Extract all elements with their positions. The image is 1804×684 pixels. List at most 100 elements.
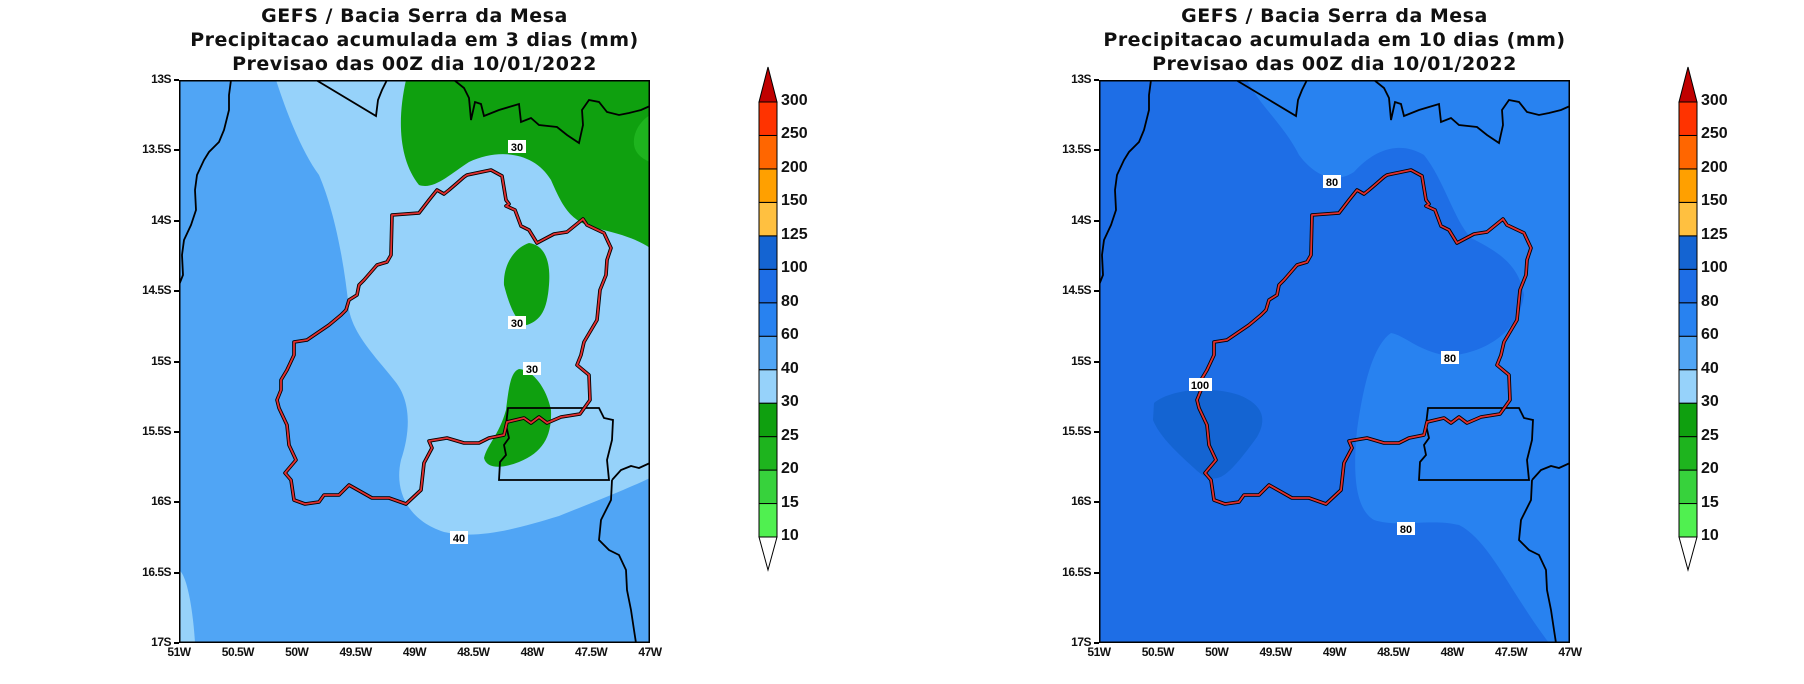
colorbar-level-label: 150	[1701, 192, 1728, 210]
colorbar-level-label: 25	[781, 426, 799, 444]
colorbar-level-label: 20	[781, 460, 799, 478]
colorbar-over-triangle	[758, 66, 778, 103]
colorbar-segment	[1678, 335, 1698, 371]
lon-tick-label: 48W	[1440, 645, 1465, 659]
colorbar-segment	[1678, 369, 1698, 404]
contour-labels: 80 80 80 100	[1189, 175, 1459, 536]
lat-tick-label: 13.5S	[1062, 142, 1091, 157]
lat-tick-label: 16.5S	[1062, 564, 1091, 579]
colorbar-segment	[1678, 268, 1698, 304]
colorbar-segment	[758, 503, 778, 538]
precip-map-3-days: 30 30 30 40	[179, 80, 650, 643]
colorbar-level-label: 125	[781, 225, 808, 243]
colorbar-level-label: 250	[781, 125, 808, 143]
map-title: GEFS / Bacia Serra da Mesa Precipitacao …	[920, 4, 1749, 76]
colorbar-segment	[758, 469, 778, 505]
lat-tick-label: 14.5S	[142, 283, 171, 298]
lon-tick-label: 51W	[167, 645, 191, 659]
colorbar-level-label: 20	[1701, 460, 1719, 478]
lon-tick-label: 47.5W	[1495, 645, 1528, 659]
colorbar-segment	[1678, 503, 1698, 538]
field-20-25	[633, 115, 650, 162]
colorbar-level-label: 150	[781, 192, 808, 210]
contour-label: 30	[526, 364, 538, 376]
colorbar-segment	[758, 369, 778, 404]
title-line-1: GEFS / Bacia Serra da Mesa	[261, 5, 568, 27]
lat-tick-mark	[1094, 642, 1099, 644]
lat-tick-mark	[174, 149, 179, 152]
lon-tick-label: 47.5W	[575, 645, 608, 659]
colorbar-segment	[758, 335, 778, 371]
title-line-2: Precipitacao acumulada em 3 dias (mm)	[190, 29, 639, 51]
lat-tick-label: 16.5S	[142, 564, 171, 579]
contour-label: 40	[453, 533, 465, 545]
colorbar-level-label: 40	[781, 359, 799, 377]
lat-tick-mark	[1094, 290, 1099, 293]
lat-tick-label: 15S	[1071, 353, 1091, 368]
lon-tick-label: 50.5W	[1141, 645, 1175, 659]
lon-tick-label: 50W	[285, 645, 309, 659]
colorbar-level-label: 125	[1701, 225, 1728, 243]
title-line-2: Precipitacao acumulada em 10 dias (mm)	[1103, 29, 1566, 51]
colorbar-segment	[758, 201, 778, 237]
lon-tick-label: 48.5W	[1377, 645, 1410, 659]
title-line-3: Previsao das 00Z dia 10/01/2022	[232, 53, 597, 75]
lat-tick-mark	[1094, 360, 1099, 363]
lat-tick-label: 15S	[151, 353, 171, 368]
colorbar-segment	[758, 302, 778, 337]
colorbar-segment	[1678, 134, 1698, 170]
colorbar-segment	[1678, 302, 1698, 337]
state-borders	[179, 80, 650, 643]
colorbar-level-label: 15	[1701, 493, 1719, 511]
basin-outline	[275, 168, 613, 506]
lat-tick-mark	[1094, 430, 1099, 433]
contour-label: 80	[1444, 353, 1456, 365]
lat-tick-label: 13S	[1071, 72, 1091, 86]
colorbar-segment	[758, 235, 778, 270]
lon-tick-label: 50W	[1205, 645, 1229, 659]
colorbar-level-label: 60	[781, 326, 799, 344]
field-30-40	[276, 80, 650, 535]
map-frame	[1099, 80, 1570, 643]
lat-tick-mark	[174, 360, 179, 363]
lat-tick-mark	[1094, 79, 1099, 81]
colorbar-level-label: 60	[1701, 326, 1719, 344]
precip-map-10-days: 80 80 80 100	[1099, 80, 1570, 643]
colorbar-segment	[758, 134, 778, 170]
colorbar-level-label: 30	[781, 393, 799, 411]
colorbar-level-label: 15	[781, 493, 799, 511]
lat-tick-mark	[174, 430, 179, 433]
map-panel-10-days: GEFS / Bacia Serra da Mesa Precipitacao …	[920, 0, 1804, 684]
colorbar-segment	[1678, 402, 1698, 438]
contour-labels: 30 30 30 40	[450, 140, 541, 545]
state-border-line	[453, 80, 650, 145]
lat-tick-label: 16S	[151, 494, 171, 509]
state-border-line	[315, 80, 388, 118]
colorbar-level-label: 300	[1701, 92, 1728, 109]
colorbar-over-triangle	[1678, 66, 1698, 103]
lat-tick-mark	[174, 79, 179, 81]
colorbar	[1678, 66, 1698, 572]
colorbar-level-label: 30	[1701, 393, 1719, 411]
map-title: GEFS / Bacia Serra da Mesa Precipitacao …	[0, 4, 829, 76]
lat-tick-label: 16S	[1071, 494, 1091, 509]
colorbar-level-label: 100	[781, 259, 808, 277]
lat-tick-mark	[1094, 501, 1099, 504]
state-borders	[1099, 80, 1570, 643]
field-60-80	[1247, 80, 1570, 643]
contour-label: 80	[1400, 524, 1412, 536]
field-30-40-corner	[179, 570, 195, 643]
lon-tick-label: 49.5W	[339, 645, 373, 659]
contour-label: 30	[511, 318, 523, 330]
lat-tick-label: 14.5S	[1062, 283, 1091, 298]
basin-outline	[1195, 168, 1533, 506]
lon-tick-label: 48W	[520, 645, 545, 659]
lon-tick-label: 51W	[1087, 645, 1111, 659]
colorbar-level-label: 40	[1701, 359, 1719, 377]
lat-tick-label: 17S	[1071, 635, 1091, 649]
colorbar-segment	[1678, 201, 1698, 237]
colorbar-level-label: 10	[781, 527, 799, 544]
lat-tick-label: 15.5S	[1062, 423, 1091, 438]
colorbar-segment	[1678, 168, 1698, 203]
field-25-30-blob-1	[503, 243, 550, 325]
